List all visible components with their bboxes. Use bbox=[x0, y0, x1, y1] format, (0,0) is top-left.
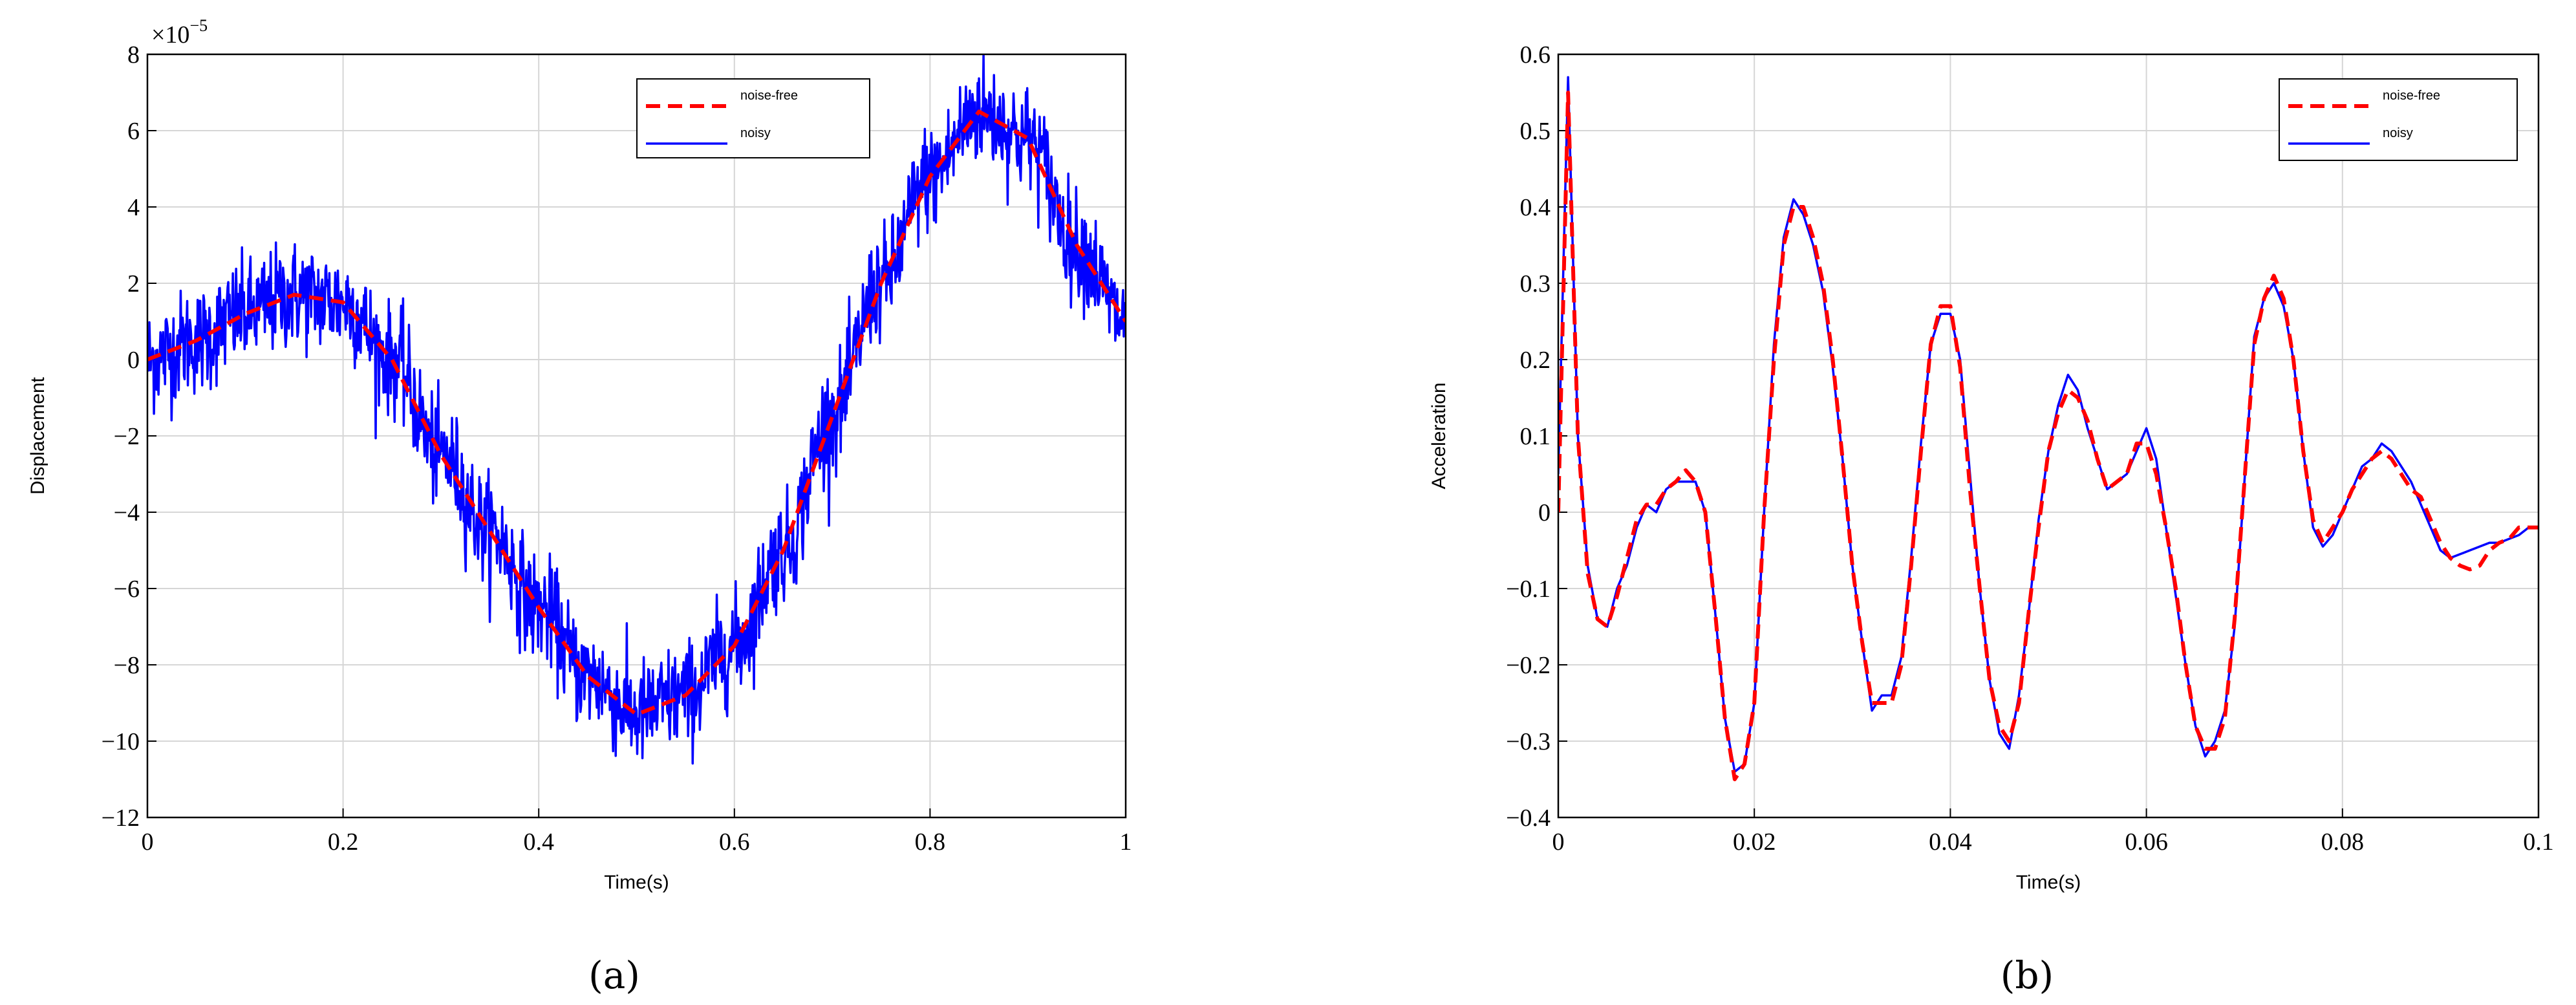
x-tick-label: 0.4 bbox=[523, 828, 554, 856]
y-tick-label: 0 bbox=[127, 347, 140, 374]
legend-box bbox=[2279, 78, 2518, 161]
legend: noise-free noisy bbox=[636, 78, 870, 158]
y-axis-label: Acceleration bbox=[1428, 382, 1450, 489]
y-axis-multiplier-base: ×10 bbox=[151, 21, 189, 49]
y-tick-label: −0.3 bbox=[1506, 728, 1551, 755]
x-tick-label: 0.06 bbox=[2125, 828, 2168, 856]
legend-label-noisy: noisy bbox=[740, 126, 771, 140]
x-tick-label: 0.02 bbox=[1733, 828, 1776, 856]
series-line-noise-free bbox=[147, 109, 1126, 717]
y-tick-label: −0.2 bbox=[1506, 652, 1551, 679]
panel-label: (a) bbox=[588, 953, 640, 997]
y-axis-label: Displacement bbox=[27, 376, 48, 494]
y-tick-label: −12 bbox=[102, 805, 140, 832]
y-axis-multiplier-exponent: −5 bbox=[189, 16, 208, 35]
axes-frame bbox=[1557, 53, 2540, 819]
legend-label-noisy: noisy bbox=[2383, 126, 2413, 140]
x-tick-label: 1 bbox=[1120, 828, 1132, 856]
series-line-noisy bbox=[147, 54, 1126, 765]
x-tick-label: 0 bbox=[142, 828, 154, 856]
axes-frame bbox=[146, 53, 1127, 819]
legend-label-noise-free: noise-free bbox=[2383, 89, 2440, 103]
x-tick-label: 0 bbox=[1552, 828, 1565, 856]
y-tick-label: −6 bbox=[114, 576, 140, 603]
plot-area bbox=[1558, 76, 2538, 781]
x-axis-label: Time(s) bbox=[604, 872, 669, 893]
legend: noise-free noisy bbox=[2279, 78, 2518, 161]
plot-area bbox=[147, 54, 1126, 765]
y-tick-label: −0.4 bbox=[1506, 805, 1551, 832]
y-tick-label: −10 bbox=[102, 728, 140, 755]
y-tick-label: −2 bbox=[114, 423, 140, 450]
x-tick-label: 0.8 bbox=[915, 828, 946, 856]
x-axis-label: Time(s) bbox=[2016, 872, 2081, 893]
x-tick-label: 0.2 bbox=[328, 828, 359, 856]
x-tick-label: 0.6 bbox=[719, 828, 750, 856]
y-tick-label: 0.6 bbox=[1520, 41, 1551, 69]
y-tick-label: 0.4 bbox=[1520, 194, 1551, 221]
chart-panel-a: 0 0.2 0.4 0.6 0.8 1 8 6 4 2 0 −2 −4 −6 −8 −10 −12 Time(s)… bbox=[27, 16, 1132, 997]
y-tick-label: 6 bbox=[127, 118, 140, 145]
y-tick-label: −0.1 bbox=[1506, 576, 1551, 603]
y-axis-multiplier: ×10−5 bbox=[151, 16, 208, 49]
y-tick-label: −8 bbox=[114, 652, 140, 679]
y-tick-label: 0.3 bbox=[1520, 270, 1551, 297]
y-tick-label: 8 bbox=[127, 41, 140, 69]
x-tick-label: 0.1 bbox=[2523, 828, 2554, 856]
y-tick-label: −4 bbox=[114, 499, 140, 526]
y-tick-label: 2 bbox=[127, 270, 140, 297]
x-tick-label: 0.08 bbox=[2321, 828, 2365, 856]
legend-label-noise-free: noise-free bbox=[740, 89, 798, 103]
y-tick-label: 0.1 bbox=[1520, 423, 1551, 450]
y-tick-label: 0.5 bbox=[1520, 118, 1551, 145]
panel-label: (b) bbox=[2001, 953, 2054, 997]
series-line-noisy bbox=[1558, 76, 2538, 773]
series-line-noise-free bbox=[1558, 91, 2538, 781]
chart-panel-b: 0 0.02 0.04 0.06 0.08 0.10.60.50.40.30.20.10−… bbox=[1428, 41, 2554, 997]
y-tick-label: 4 bbox=[127, 194, 140, 221]
y-tick-label: 0.2 bbox=[1520, 347, 1551, 374]
x-tick-label: 0.04 bbox=[1929, 828, 1972, 856]
y-tick-label: 0 bbox=[1538, 499, 1551, 526]
